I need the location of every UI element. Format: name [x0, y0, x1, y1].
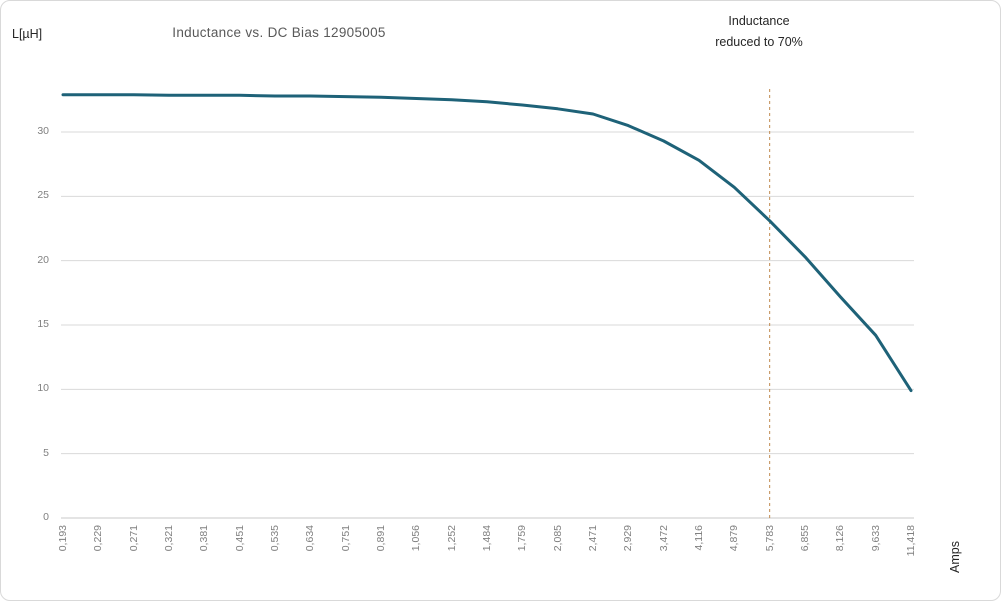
x-tick-label: 6,855: [799, 525, 811, 552]
x-tick-label: 0,751: [339, 525, 352, 552]
x-tick-label: 1,759: [516, 525, 529, 552]
x-tick-label: 0,451: [233, 525, 246, 552]
x-tick-label: 0,891: [375, 525, 387, 552]
x-tick-label: 0,381: [198, 525, 211, 552]
x-tick-label: 2,471: [587, 525, 599, 552]
annotation-line1: Inductance: [728, 14, 790, 28]
x-tick-label: 5,783: [763, 525, 776, 552]
x-tick-label: 4,116: [693, 525, 705, 551]
x-tick-label: 1,252: [445, 525, 458, 552]
y-tick-label: 30: [37, 124, 49, 137]
x-tick-label: 0,271: [127, 525, 140, 552]
x-tick-label: 1,056: [410, 525, 423, 552]
y-tick-label: 5: [43, 446, 49, 459]
y-tick-label: 25: [37, 189, 49, 202]
x-tick-label: 2,929: [622, 525, 635, 552]
chart-title: Inductance vs. DC Bias 12905005: [172, 25, 386, 40]
y-tick-label: 0: [43, 511, 49, 523]
inductance-series-line: [61, 93, 913, 393]
x-tick-label: 4,879: [728, 525, 741, 552]
annotation-70-percent: Inductance reduced to 70%: [715, 11, 803, 53]
x-tick-label: 0,634: [304, 525, 317, 552]
annotation-line2: reduced to 70%: [715, 35, 803, 49]
y-tick-label: 20: [37, 253, 49, 266]
y-tick-label: 15: [37, 317, 49, 330]
y-tick-label: 10: [37, 382, 49, 395]
x-tick-label: 8,126: [834, 525, 847, 552]
x-tick-label: 3,472: [657, 525, 670, 552]
x-tick-label: 1,484: [481, 525, 493, 552]
x-tick-label: 0,321: [163, 525, 175, 552]
x-tick-label: 0,193: [57, 525, 69, 552]
x-tick-label: 2,085: [551, 525, 564, 552]
y-axis-title: L[µH]: [12, 27, 43, 41]
x-axis-title: Amps: [948, 541, 962, 573]
x-tick-label: 11,418: [905, 525, 917, 557]
x-tick-label: 0,535: [269, 525, 281, 552]
x-tick-label: 0,229: [92, 525, 105, 552]
x-tick-label: 9,633: [869, 525, 882, 552]
